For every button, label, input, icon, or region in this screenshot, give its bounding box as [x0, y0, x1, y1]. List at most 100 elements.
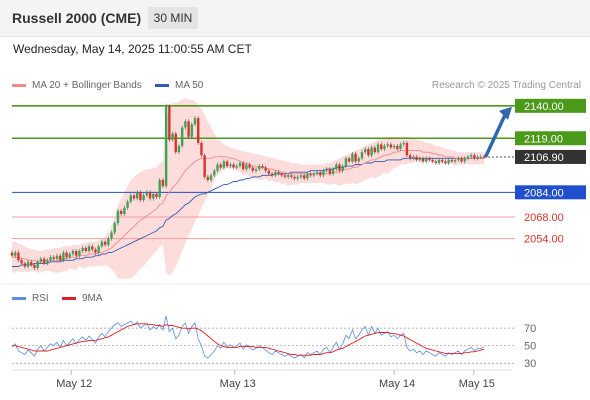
candle-body [222, 161, 226, 168]
candle-body [241, 162, 245, 170]
candle-body [322, 170, 325, 176]
candle-body [383, 145, 386, 150]
candle-body [155, 193, 158, 197]
candle-body [412, 156, 415, 159]
candle-body [354, 153, 357, 162]
legend-rsi-ma: 9MA [62, 293, 103, 304]
candle-body [270, 173, 274, 176]
candle-body [258, 166, 261, 170]
candle-body [123, 207, 126, 214]
candle-body [251, 167, 255, 171]
candle-body [315, 172, 319, 174]
candle-body [213, 170, 216, 176]
candle-body [331, 169, 335, 174]
candle-body [264, 167, 267, 171]
candle-body [319, 172, 322, 176]
candle-body [232, 164, 235, 168]
ma20-line [12, 150, 484, 263]
candle-body [10, 252, 14, 256]
candle-body [84, 247, 88, 252]
candle-body [341, 166, 344, 171]
level-tag-resistance [515, 131, 586, 146]
candle-body [193, 118, 197, 125]
candle-body [139, 192, 142, 201]
candle-body [219, 164, 222, 168]
instrument-title: Russell 2000 (CME) [12, 10, 142, 26]
candle-body [370, 147, 373, 156]
candle-body [113, 223, 116, 233]
candle-body [203, 155, 206, 177]
candle-body [335, 164, 338, 170]
candle-body [110, 232, 113, 239]
candle-body [460, 158, 463, 162]
candle-body [229, 164, 232, 167]
level-tag-pivot [515, 185, 586, 200]
candle-body [65, 252, 68, 258]
candle-body [225, 161, 229, 167]
legend-ma20: MA 20 + Bollinger Bands [12, 80, 142, 91]
candle-body [180, 127, 184, 146]
candle-body [171, 133, 174, 140]
timeframe-button[interactable]: 30 MIN [148, 7, 198, 29]
rsi-tick-label: 50 [524, 341, 536, 353]
candle-body [482, 156, 486, 158]
rsi-ma-swatch [62, 296, 76, 300]
legend-ma50-label: MA 50 [175, 80, 204, 91]
candle-body [344, 158, 348, 167]
rsi-swatch [12, 296, 26, 300]
candle-body [209, 175, 213, 180]
candle-body [245, 164, 248, 170]
candle-body [360, 152, 364, 159]
candle-body [380, 144, 383, 150]
level-tag-last [515, 149, 586, 164]
rsi-tick-label: 30 [524, 358, 536, 370]
chart-datetime: Wednesday, May 14, 2025 11:00:55 AM CET [13, 42, 252, 56]
candle-body [280, 173, 283, 176]
candle-body [119, 210, 123, 214]
candle-body [71, 251, 75, 255]
candle-body [68, 254, 71, 258]
forecast-arrow-shaft [484, 111, 508, 158]
candle-body [444, 161, 447, 163]
candle-body [36, 261, 39, 269]
legend-rsi: RSI [12, 293, 49, 304]
candle-body [450, 159, 454, 162]
rsi-line [11, 315, 485, 359]
candle-body [261, 166, 264, 168]
level-label-pivot: 2084.00 [524, 187, 564, 199]
candle-body [399, 144, 402, 150]
legend-rsi-ma-label: 9MA [82, 293, 103, 304]
candle-body [302, 175, 306, 179]
candle-body [23, 263, 27, 267]
ma50-swatch [155, 83, 169, 87]
candle-body [129, 195, 133, 202]
candle-body [145, 192, 149, 196]
candle-body [116, 210, 120, 224]
time-tick-label: May 13 [220, 378, 256, 390]
candle-body [431, 159, 434, 162]
candle-body [75, 251, 78, 256]
candle-body [325, 169, 328, 171]
candle-body [437, 159, 441, 163]
credit-text: Research © 2025 Trading Central [431, 80, 581, 91]
candle-body [49, 257, 52, 261]
candle-body [46, 260, 49, 264]
candle-body [254, 169, 258, 171]
candle-body [447, 159, 450, 163]
candle-body [267, 170, 271, 174]
candle-body [30, 261, 33, 265]
candle-body [434, 161, 438, 163]
candle-body [286, 175, 290, 177]
ma20-swatch [12, 83, 26, 87]
candle-body [142, 195, 145, 201]
chart-header: Russell 2000 (CME) 30 MIN [0, 0, 590, 37]
candle-body [428, 158, 431, 160]
candle-body [405, 142, 409, 156]
candle-body [20, 260, 23, 264]
candle-body [91, 246, 94, 250]
candle-body [126, 201, 129, 208]
candle-body [62, 252, 65, 261]
candle-body [363, 149, 367, 153]
candle-body [184, 121, 187, 128]
